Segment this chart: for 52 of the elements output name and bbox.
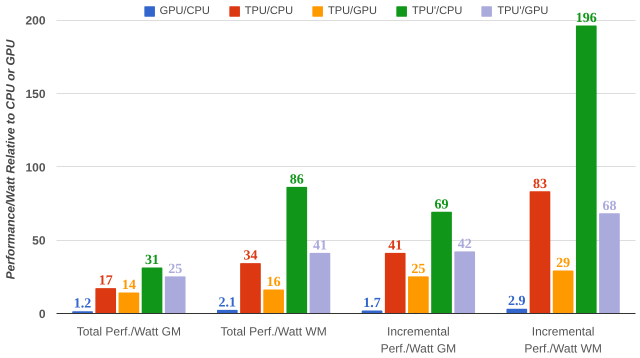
data-label: 196 — [576, 11, 597, 26]
bar — [506, 308, 528, 314]
y-tick-label: 200 — [25, 14, 46, 28]
bar — [530, 191, 550, 314]
bar — [310, 252, 330, 314]
data-label: 1.7 — [363, 296, 381, 312]
legend-label: TPU'/CPU — [412, 5, 462, 17]
x-tick-label: Incremental Perf./Watt GM — [380, 324, 456, 356]
bar — [599, 213, 620, 314]
data-label: 29 — [556, 256, 570, 271]
data-label: 41 — [388, 238, 402, 254]
data-label: 2.1 — [218, 295, 236, 310]
data-label: 86 — [290, 172, 304, 188]
bar — [263, 290, 284, 314]
bar — [240, 263, 261, 314]
legend-label: TPU'/GPU — [497, 5, 548, 17]
data-label: 1.2 — [74, 296, 92, 312]
data-label: 69 — [434, 197, 449, 212]
x-tick-label: Total Perf./Watt WM — [220, 324, 327, 338]
legend-label: TPU/GPU — [328, 5, 377, 17]
data-label: 31 — [145, 253, 160, 268]
bar — [164, 276, 186, 314]
data-label: 68 — [602, 198, 616, 214]
y-axis-title: Performance/Watt Relative to CPU or GPU — [3, 39, 18, 280]
data-label: 42 — [458, 236, 472, 252]
y-tick-label: 50 — [32, 234, 46, 248]
data-label: 2.9 — [508, 294, 526, 310]
bar — [384, 252, 406, 314]
y-tick-label: 0 — [38, 307, 46, 321]
legend-label: GPU/CPU — [160, 5, 210, 17]
data-label: 83 — [532, 176, 547, 192]
bar — [454, 251, 476, 314]
bar — [552, 270, 574, 314]
x-tick-label: Incremental Perf./Watt WM — [524, 324, 602, 356]
bar — [431, 212, 452, 314]
data-label: 41 — [312, 238, 327, 254]
bar — [286, 186, 308, 314]
data-label: 25 — [411, 262, 426, 277]
data-label: 14 — [122, 278, 136, 293]
bar — [95, 288, 116, 314]
y-tick-label: 100 — [25, 160, 46, 174]
bar — [408, 276, 429, 314]
bar — [576, 26, 597, 314]
data-label: 34 — [243, 248, 258, 264]
data-label: 25 — [168, 262, 182, 277]
legend-label: TPU/CPU — [244, 5, 294, 17]
data-label: 16 — [266, 275, 281, 290]
x-tick-label: Total Perf./Watt GM — [76, 324, 182, 338]
y-tick-label: 150 — [25, 87, 46, 101]
bar — [118, 292, 140, 314]
data-label: 17 — [98, 274, 113, 289]
bar — [142, 268, 162, 314]
